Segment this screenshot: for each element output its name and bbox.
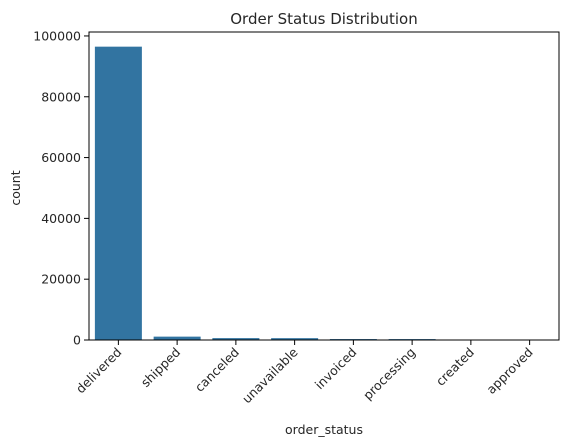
y-tick-label: 20000: [41, 272, 81, 287]
plot-frame: [88, 31, 560, 341]
y-tick-label: 80000: [41, 89, 81, 104]
y-tick-label: 60000: [41, 150, 81, 165]
bar-shipped: [153, 336, 201, 340]
chart-title: Order Status Distribution: [230, 10, 417, 28]
bar-unavailable: [271, 338, 319, 340]
y-tick-label: 40000: [41, 211, 81, 226]
y-tick-label: 0: [73, 333, 81, 348]
y-axis-title: count: [8, 170, 23, 205]
bar-canceled: [212, 338, 260, 340]
plot-area: [94, 46, 554, 340]
y-tick-label: 100000: [33, 28, 81, 43]
bar-delivered: [94, 46, 142, 340]
y-axis: 0 20000 40000 60000 80000 100000: [33, 28, 89, 348]
x-axis-title: order_status: [285, 422, 363, 437]
